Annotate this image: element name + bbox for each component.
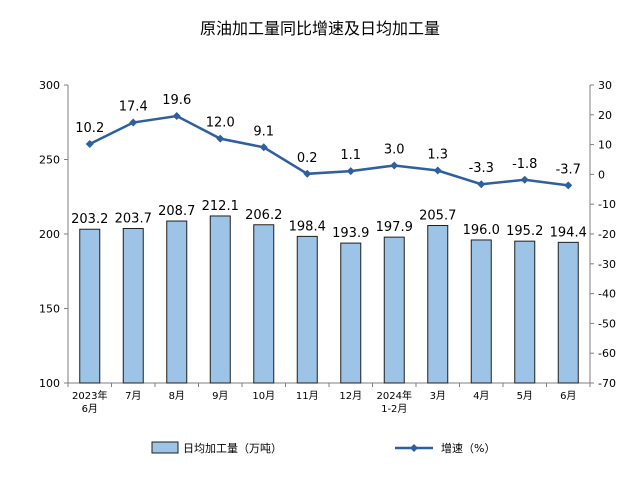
line-point-marker — [477, 180, 486, 189]
x-tick-label: 3月 — [430, 390, 446, 402]
bar-series — [79, 215, 579, 384]
x-tick-label: 2024年 — [377, 389, 412, 402]
legend: 日均加工量（万吨） 增速（%） — [151, 441, 495, 455]
y-left-tick-label: 250 — [39, 154, 60, 167]
x-tick-label: 4月 — [473, 390, 489, 402]
x-tick-label: 6月 — [82, 403, 98, 415]
y-right-tick-label: -70 — [598, 377, 616, 390]
x-tick-label: 10月 — [252, 390, 275, 402]
bar-value-label: 205.7 — [419, 209, 456, 224]
line-point-marker — [129, 118, 138, 127]
line-value-label: 1.3 — [427, 148, 448, 163]
bar-value-label: 203.7 — [115, 211, 152, 226]
line-point-marker — [390, 161, 399, 170]
line-value-label: 17.4 — [119, 100, 148, 115]
bar — [383, 236, 405, 384]
y-right-tick-label: 30 — [598, 79, 612, 92]
x-tick-label: 5月 — [517, 390, 533, 402]
bar-value-label: 203.2 — [71, 212, 108, 227]
line-value-label: -3.3 — [469, 161, 494, 176]
line-point-marker — [216, 134, 225, 143]
line-value-label: 3.0 — [384, 142, 405, 157]
x-tick-label: 9月 — [212, 390, 228, 402]
line-value-label: 1.1 — [340, 148, 361, 163]
bar-value-label: 212.1 — [202, 199, 239, 214]
bar — [470, 239, 492, 384]
line-point-marker — [172, 111, 181, 120]
legend-swatch-bar — [151, 441, 179, 454]
y-right-tick-label: 20 — [598, 109, 612, 122]
bar-value-label: 193.9 — [332, 226, 369, 241]
bar-value-label: 208.7 — [158, 204, 195, 219]
bar-value-label: 194.4 — [550, 225, 587, 240]
bar-value-label: 197.9 — [376, 220, 413, 235]
bar-value-label: 198.4 — [289, 219, 326, 234]
line-series — [85, 111, 573, 190]
bar-value-label: 195.2 — [506, 224, 543, 239]
y-right-tick-label: 0 — [598, 168, 605, 181]
line-value-label: 9.1 — [253, 124, 274, 139]
y-left-tick-label: 100 — [39, 377, 60, 390]
x-tick-label: 1-2月 — [381, 403, 407, 415]
x-tick-label: 2023年 — [72, 389, 107, 402]
y-right-tick-label: -40 — [598, 288, 616, 301]
x-tick-label: 7月 — [125, 390, 141, 402]
line-point-marker — [433, 166, 442, 175]
line-point-marker — [259, 143, 268, 152]
bar — [253, 224, 275, 384]
line-point-marker — [346, 167, 355, 176]
line-point-marker — [520, 175, 529, 184]
y-right-tick-label: -60 — [598, 347, 616, 360]
y-left-tick-label: 200 — [39, 228, 60, 241]
bar-data-labels: 203.2 203.7 208.7 212.1 206.2 198.4 193.9 197.9… — [71, 199, 587, 241]
y-right-tick-label: -50 — [598, 317, 616, 330]
growth-line — [89, 114, 569, 187]
line-data-labels: 10.2 17.4 19.6 12.0 9.1 0.2 1.1 3.0 1.3 -3.3 -1.8 -… — [75, 93, 581, 177]
chart-title: 原油加工量同比增速及日均加工量 — [200, 19, 440, 38]
bar — [79, 228, 101, 384]
bar — [340, 242, 362, 384]
y-right-tick-label: -30 — [598, 258, 616, 271]
bar-value-label: 196.0 — [463, 223, 500, 238]
line-value-label: 10.2 — [75, 121, 104, 136]
bar — [427, 225, 449, 384]
bar — [557, 241, 579, 384]
bar — [209, 215, 231, 384]
bar-value-label: 206.2 — [245, 208, 282, 223]
y-left-tick-label: 150 — [39, 303, 60, 316]
x-tick-label: 11月 — [296, 390, 319, 402]
y-right-tick-label: -20 — [598, 228, 616, 241]
x-tick-label: 8月 — [169, 390, 185, 402]
line-point-marker — [85, 140, 94, 149]
x-tick-label: 6月 — [560, 390, 576, 402]
bar — [514, 240, 536, 384]
legend-swatch-marker — [410, 444, 418, 452]
y-left-tick-label: 300 — [39, 79, 60, 92]
legend-label-bar: 日均加工量（万吨） — [183, 442, 282, 455]
line-value-label: -1.8 — [512, 157, 537, 172]
x-tick-label: 12月 — [339, 390, 362, 402]
line-point-marker — [303, 169, 312, 178]
bar — [296, 235, 318, 384]
y-right-tick-label: 10 — [598, 139, 612, 152]
bar — [122, 227, 144, 384]
line-value-label: -3.7 — [556, 162, 581, 177]
bar — [166, 220, 188, 384]
y-right-tick-label: -10 — [598, 198, 616, 211]
line-value-label: 12.0 — [206, 116, 235, 131]
line-value-label: 19.6 — [162, 93, 191, 108]
line-point-marker — [564, 181, 573, 190]
line-value-label: 0.2 — [297, 151, 318, 166]
legend-label-line: 增速（%） — [441, 441, 495, 455]
